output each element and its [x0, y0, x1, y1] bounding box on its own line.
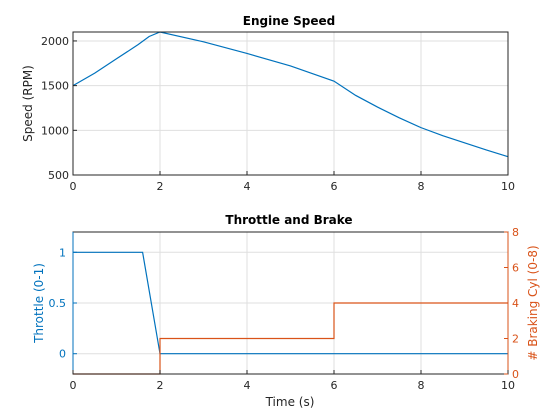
braking-cyl-ytick-label: 6 [512, 262, 519, 275]
engine-speed-xtick-label: 0 [70, 180, 77, 193]
throttle-ytick-label: 1 [59, 246, 66, 259]
braking-cyl-ytick-label: 2 [512, 333, 519, 346]
engine-speed-title: Engine Speed [243, 14, 335, 28]
throttle-line [73, 251, 508, 355]
engine-speed-line [72, 31, 509, 158]
engine-speed-xtick-label: 2 [157, 180, 164, 193]
engine-speed-xtick-label: 10 [501, 180, 515, 193]
engine-speed-xtick-label: 6 [331, 180, 338, 193]
engine-speed-xtick-label: 8 [418, 180, 425, 193]
throttle-ylabel: Throttle (0-1) [32, 263, 46, 344]
engine-speed-ytick-label: 1500 [41, 80, 69, 93]
throttle-brake-xtick-label: 0 [70, 379, 77, 392]
engine-speed-xtick-label: 4 [244, 180, 251, 193]
throttle-brake-xtick-label: 10 [501, 379, 515, 392]
engine-speed-ytick-label: 1000 [41, 124, 69, 137]
throttle-brake-xtick-label: 2 [157, 379, 164, 392]
braking-cyl-ylabel: # Braking Cyl (0-8) [526, 245, 540, 360]
braking-cyl-ytick-label: 4 [512, 297, 519, 310]
engine-speed-ylabel: Speed (RPM) [21, 65, 35, 142]
engine-speed-ytick-label: 500 [48, 169, 69, 182]
throttle-ytick-label: 0 [59, 348, 66, 361]
throttle-ytick-label: 0.5 [49, 297, 67, 310]
braking-cyl-line [73, 302, 508, 375]
braking-cyl-ytick-label: 8 [512, 226, 519, 239]
braking-cyl-ytick-label: 0 [512, 368, 519, 381]
engine-speed-ytick-label: 2000 [41, 35, 69, 48]
throttle-brake-xtick-label: 8 [418, 379, 425, 392]
throttle-brake-xtick-label: 6 [331, 379, 338, 392]
engine-speed-chart: Engine Speed 0 2 4 6 8 10 500 1000 1500 2000 Spee… [21, 14, 515, 193]
time-xlabel: Time (s) [265, 395, 315, 409]
throttle-brake-xtick-label: 4 [244, 379, 251, 392]
throttle-brake-title: Throttle and Brake [225, 213, 352, 227]
engine-speed-axes-box [72, 31, 509, 176]
